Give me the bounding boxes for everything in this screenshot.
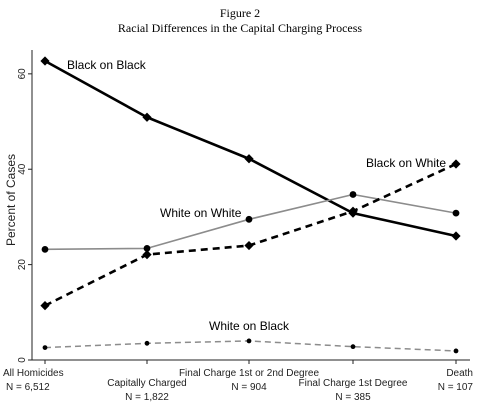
y-ticks: 0 20 40 60 <box>17 68 32 363</box>
data-point-white-on-white <box>143 245 151 252</box>
x-tick-label: Death <box>446 368 473 379</box>
data-point-black-on-black <box>40 56 50 66</box>
data-point-white-on-white <box>349 191 357 198</box>
data-point-white-on-black <box>246 338 252 344</box>
series-label-white-on-black: White on Black <box>209 319 290 333</box>
x-tick-n-label: N = 1,822 <box>125 392 169 403</box>
data-point-black-on-white <box>40 301 50 311</box>
data-point-black-on-black <box>142 112 152 122</box>
data-point-white-on-black <box>350 344 356 350</box>
series-group <box>40 56 461 354</box>
series-label-white-on-white: White on White <box>160 206 242 220</box>
data-point-white-on-black <box>453 348 459 354</box>
x-tick-n-label: N = 6,512 <box>6 382 50 393</box>
series-label-black-on-black: Black on Black <box>67 58 147 72</box>
data-point-white-on-white <box>245 215 253 223</box>
x-tick-n-label: N = 385 <box>335 392 371 403</box>
x-tick-label: All Homicides <box>3 368 64 379</box>
data-point-black-on-white <box>451 159 461 169</box>
data-point-black-on-black <box>451 231 461 241</box>
y-tick-label: 40 <box>17 163 28 175</box>
x-tick-n-label: N = 904 <box>231 382 267 393</box>
figure-title: Racial Differences in the Capital Chargi… <box>118 21 362 35</box>
y-tick-label: 60 <box>17 68 28 80</box>
y-tick-label: 0 <box>17 357 28 363</box>
data-point-black-on-white <box>348 206 358 216</box>
y-tick-label: 20 <box>17 259 28 271</box>
data-point-black-on-black <box>244 154 254 164</box>
x-tick-label: Final Charge 1st or 2nd Degree <box>179 368 320 379</box>
data-point-black-on-white <box>244 240 254 251</box>
series-line-black-on-black <box>44 59 457 238</box>
series-label-black-on-white: Black on White <box>366 156 446 170</box>
x-tick-label: Final Charge 1st Degree <box>299 378 408 389</box>
data-point-white-on-black <box>42 345 48 350</box>
y-axis-label: Percent of Cases <box>4 154 18 246</box>
x-tick-label: Capitally Charged <box>107 378 187 389</box>
data-point-white-on-white <box>41 245 49 253</box>
data-point-white-on-black <box>144 340 150 346</box>
figure-label: Figure 2 <box>220 6 260 20</box>
axes <box>31 50 470 361</box>
series-line-black-on-white <box>44 162 457 307</box>
x-ticks: All Homicides N = 6,512 Capitally Charged N… <box>3 360 473 403</box>
data-point-white-on-white <box>452 209 460 217</box>
x-tick-n-label: N = 107 <box>438 382 474 393</box>
data-point-black-on-white <box>142 250 152 260</box>
